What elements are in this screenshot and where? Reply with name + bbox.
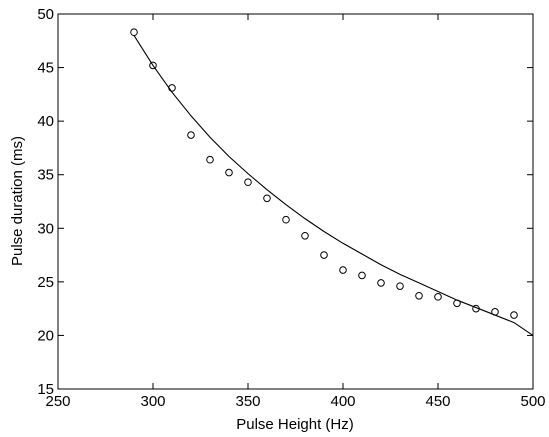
y-tick-label: 30 [37, 220, 54, 237]
data-point [339, 266, 347, 274]
plot-area [57, 13, 534, 390]
y-tick-label: 25 [37, 274, 54, 291]
data-point [434, 293, 442, 301]
y-tick-label: 20 [37, 327, 54, 344]
data-point [130, 28, 138, 37]
data-point [358, 271, 366, 280]
data-point [415, 291, 423, 300]
data-point [491, 308, 499, 316]
data-point [377, 279, 385, 287]
data-point [472, 304, 480, 313]
x-tick-label: 450 [425, 393, 450, 410]
data-point [206, 155, 214, 164]
x-tick-label: 400 [330, 393, 355, 410]
data-point [282, 215, 290, 224]
data-point [396, 282, 404, 290]
data-point [320, 251, 328, 259]
data-point [244, 178, 252, 187]
x-tick-label: 250 [45, 393, 70, 410]
y-tick-label: 50 [37, 6, 54, 23]
x-tick-label: 350 [235, 393, 260, 410]
data-points-group [130, 28, 518, 319]
data-point [225, 168, 233, 177]
fit-curve-group [133, 35, 534, 336]
data-point [168, 84, 176, 92]
y-tick-label: 40 [37, 113, 54, 130]
y-tick-label: 15 [37, 381, 54, 398]
y-tick-label: 45 [37, 60, 54, 77]
x-axis-label: Pulse Height (Hz) [236, 416, 354, 433]
y-axis-label: Pulse duration (ms) [9, 136, 26, 266]
data-point [510, 311, 518, 319]
data-point [187, 131, 195, 139]
data-point [263, 194, 271, 203]
axis-ticks: 250 300 350 400 450 500 15 20 25 30 35 40 45 50 [37, 6, 545, 410]
fit-curve [133, 35, 534, 336]
x-tick-label: 500 [520, 393, 545, 410]
y-tick-label: 35 [37, 167, 54, 184]
x-tick-label: 300 [140, 393, 165, 410]
data-point [453, 299, 461, 308]
data-point [149, 61, 157, 70]
data-point [301, 231, 309, 240]
